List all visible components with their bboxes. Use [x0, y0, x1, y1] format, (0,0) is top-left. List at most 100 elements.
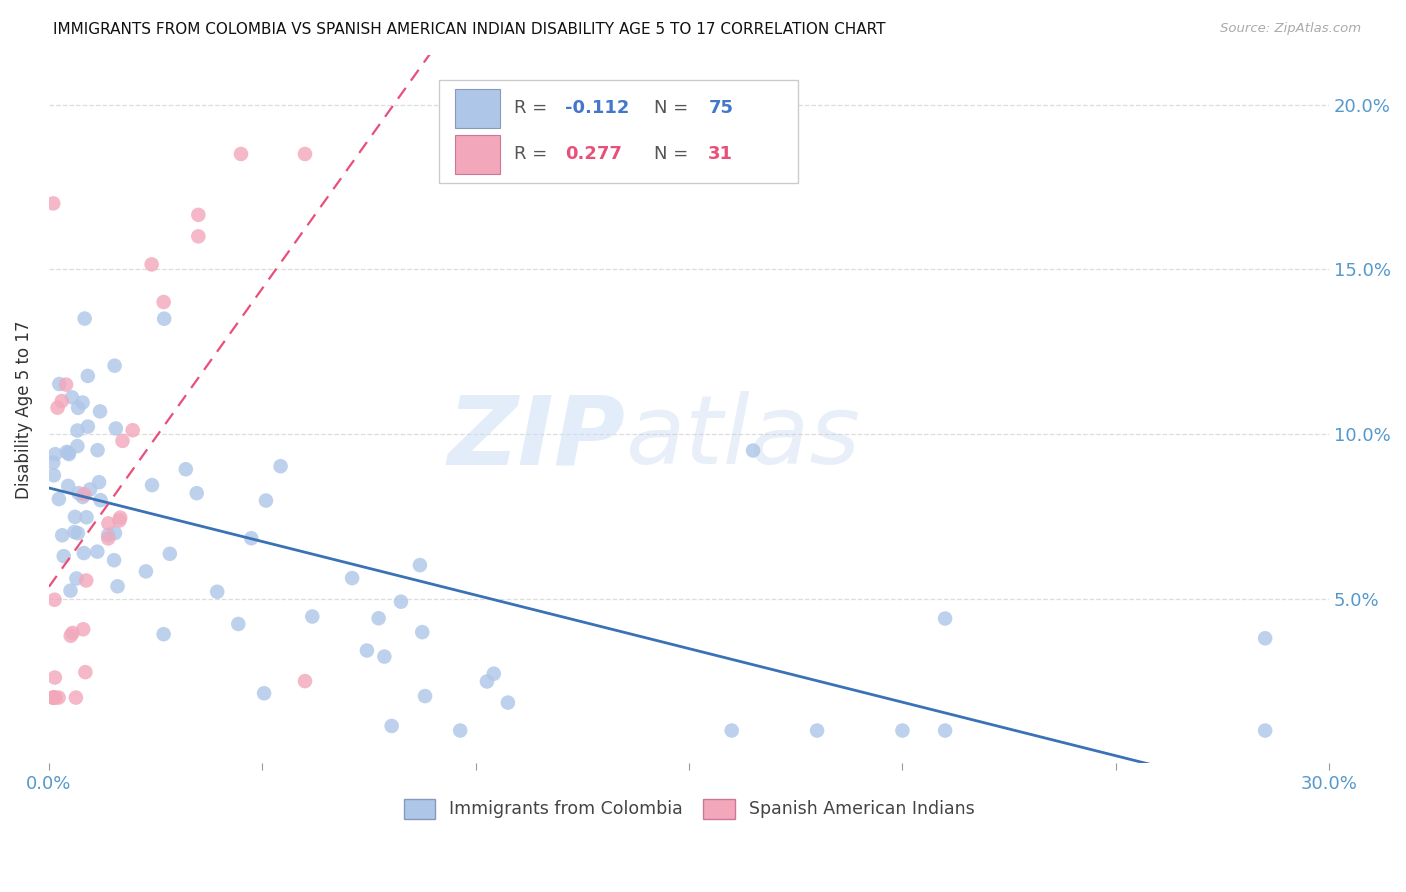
Text: N =: N = [654, 99, 695, 117]
Point [240, 531, 263, 545]
Point [42, 456, 65, 470]
Point [97, 516, 120, 531]
FancyBboxPatch shape [440, 80, 797, 183]
Text: ZIP: ZIP [447, 391, 626, 484]
Point [89, 493, 111, 508]
Text: N =: N = [654, 145, 695, 163]
Point [409, 558, 432, 573]
Text: Source: ZipAtlas.com: Source: ZipAtlas.com [1220, 22, 1361, 36]
Legend: Immigrants from Colombia, Spanish American Indians: Immigrants from Colombia, Spanish Americ… [396, 792, 981, 826]
Point [111, 434, 134, 448]
Point [254, 493, 277, 508]
Point [87, 475, 110, 490]
Point [97, 532, 120, 546]
Point [86, 443, 108, 458]
Point [48, 690, 70, 705]
Point [742, 443, 765, 458]
Point [482, 666, 505, 681]
Point [44, 671, 66, 685]
Point [44, 690, 66, 705]
Point [104, 421, 127, 435]
Point [66, 424, 89, 438]
Point [75, 574, 97, 588]
Text: 75: 75 [709, 99, 734, 117]
Point [205, 584, 228, 599]
Point [66, 526, 89, 541]
Point [934, 611, 956, 625]
Point [52, 549, 75, 563]
Point [108, 510, 131, 524]
Text: 0.277: 0.277 [565, 145, 621, 163]
Point [42, 468, 65, 483]
Point [104, 359, 127, 373]
Point [67, 401, 90, 415]
Point [42, 690, 65, 705]
Point [58, 446, 80, 460]
Point [186, 486, 208, 500]
Point [187, 208, 209, 222]
Point [73, 546, 96, 560]
Point [389, 595, 412, 609]
Point [301, 609, 323, 624]
Point [103, 553, 125, 567]
Point [42, 690, 65, 705]
Point [475, 674, 498, 689]
Point [135, 565, 157, 579]
Point [141, 478, 163, 492]
Point [934, 723, 956, 738]
Text: R =: R = [513, 145, 553, 163]
Point [48, 491, 70, 506]
Point [59, 629, 82, 643]
Point [141, 257, 163, 271]
Point [42, 690, 65, 705]
Point [152, 627, 174, 641]
Point [294, 147, 316, 161]
Point [51, 528, 73, 542]
Point [187, 229, 209, 244]
Point [48, 377, 70, 392]
Point [253, 686, 276, 700]
Point [60, 390, 83, 404]
Point [62, 626, 84, 640]
Y-axis label: Disability Age 5 to 17: Disability Age 5 to 17 [15, 320, 32, 499]
Point [55, 445, 77, 459]
Point [159, 547, 181, 561]
Text: 31: 31 [709, 145, 734, 163]
Point [76, 510, 98, 524]
Text: atlas: atlas [626, 391, 860, 484]
Point [174, 462, 197, 476]
Point [59, 583, 82, 598]
Point [373, 649, 395, 664]
Point [226, 617, 249, 632]
Point [55, 377, 77, 392]
Point [270, 459, 292, 474]
Point [66, 439, 89, 453]
Point [1254, 632, 1277, 646]
Text: -0.112: -0.112 [565, 99, 630, 117]
Point [449, 723, 471, 738]
Point [496, 696, 519, 710]
Point [891, 723, 914, 738]
Point [108, 514, 131, 528]
Point [340, 571, 363, 585]
Point [1254, 723, 1277, 738]
Point [44, 447, 66, 461]
Point [76, 368, 98, 383]
Point [42, 196, 65, 211]
Point [73, 487, 96, 501]
Point [152, 295, 174, 310]
Point [104, 526, 127, 541]
Point [63, 509, 86, 524]
Point [72, 395, 94, 409]
Point [720, 723, 742, 738]
Point [411, 625, 433, 640]
Point [229, 147, 252, 161]
Point [367, 611, 389, 625]
Point [73, 311, 96, 326]
Point [356, 643, 378, 657]
Point [294, 674, 316, 689]
Point [75, 665, 97, 680]
Point [67, 486, 90, 500]
Point [65, 690, 87, 705]
Point [107, 579, 129, 593]
